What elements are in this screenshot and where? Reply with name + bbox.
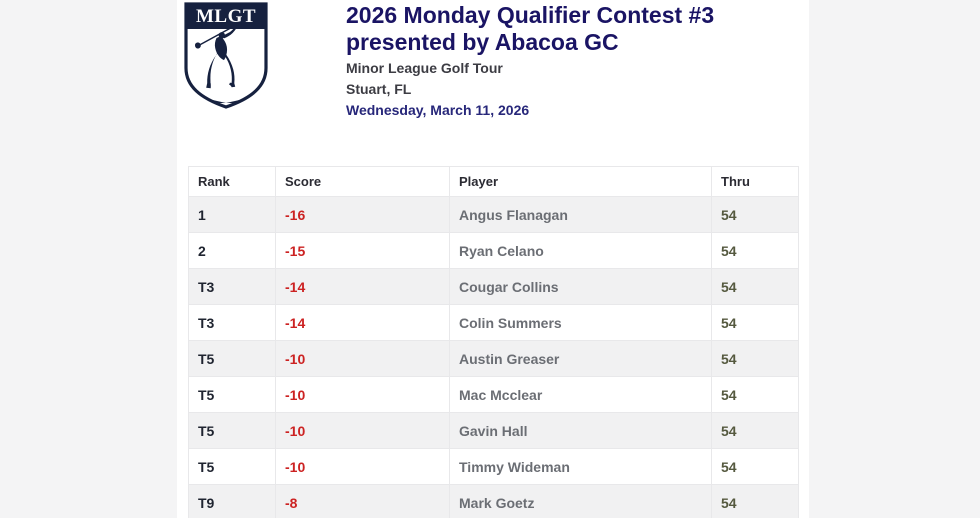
svg-text:MLGT: MLGT [196, 6, 256, 27]
